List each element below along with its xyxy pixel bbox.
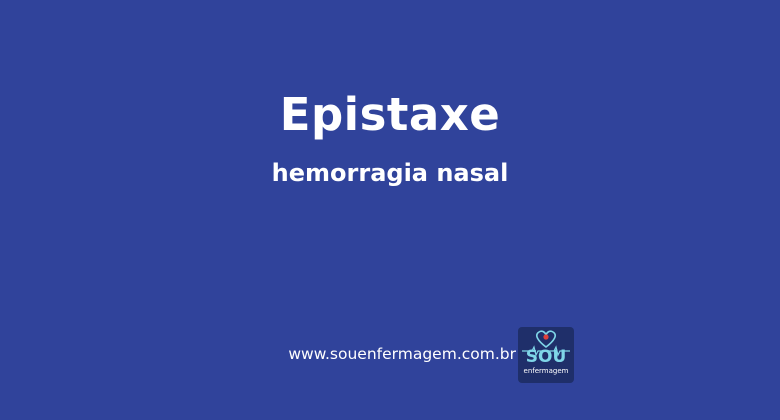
page-title: Epistaxe bbox=[279, 88, 501, 141]
website-url: www.souenfermagem.com.br bbox=[288, 345, 516, 363]
logo-subword: enfermagem bbox=[523, 367, 569, 375]
sou-enfermagem-logo: SOU enfermagem bbox=[518, 327, 574, 383]
heart-heartbeat-icon bbox=[522, 330, 570, 357]
page-subtitle: hemorragia nasal bbox=[271, 159, 509, 187]
logo-word: SOU bbox=[525, 347, 567, 367]
